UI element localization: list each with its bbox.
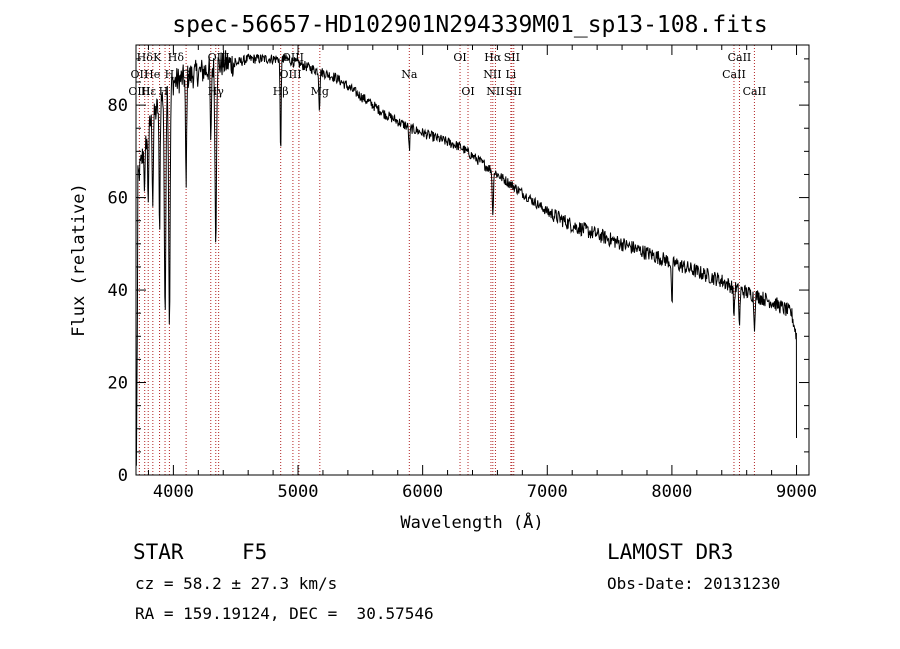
spectral-line-label: Hδ <box>137 51 154 64</box>
spectral-line-label: SII <box>506 85 522 98</box>
survey-label: LAMOST DR3 <box>607 540 734 564</box>
spectral-line-label: OII <box>131 68 149 81</box>
x-tick-label: 4000 <box>153 482 194 502</box>
subclass: F5 <box>242 540 268 564</box>
spectral-line-label: Hδ <box>168 51 185 64</box>
axis-ticks: 4000 5000 6000 7000 8000 9000 0 20 40 60 80 <box>108 45 817 502</box>
x-tick-label: 9000 <box>776 482 817 502</box>
x-tick-label: 5000 <box>278 482 319 502</box>
spectral-line-label: He <box>144 68 160 81</box>
spectral-line-label: NII <box>483 68 501 81</box>
spectral-line-label: H <box>159 85 169 98</box>
spectral-line-label: CaII <box>743 85 767 98</box>
chart-title: spec-56657-HD102901N294339M01_sp13-108.f… <box>172 12 767 38</box>
spectral-line-label: Hβ <box>273 85 289 98</box>
coordinates: RA = 159.19124, DEC = 30.57546 <box>135 604 434 623</box>
spectral-line-label: NII <box>486 85 504 98</box>
y-tick-label: 20 <box>108 374 128 394</box>
y-tick-label: 80 <box>108 96 128 116</box>
y-tick-label: 40 <box>108 281 128 301</box>
spectral-line-label: OI <box>453 51 466 64</box>
spectral-line-label: OIII <box>128 85 150 98</box>
x-axis-label: Wavelength (Å) <box>400 511 543 533</box>
spectral-line-label: OIII <box>280 68 302 81</box>
spectral-line-label: Hα <box>484 51 502 64</box>
spectral-line-label: H <box>165 68 175 81</box>
object-class: STAR <box>133 540 184 564</box>
spectral-line-label: Hε <box>141 85 157 98</box>
spectral-line-label: CaII <box>728 51 752 64</box>
redshift-velocity: cz = 58.2 ± 27.3 km/s <box>135 574 338 593</box>
x-tick-label: 6000 <box>402 482 443 502</box>
spectral-line-label: Li <box>505 68 516 81</box>
x-tick-label: 8000 <box>651 482 692 502</box>
spectral-line-label: SII <box>504 51 520 64</box>
spectral-line-label: Na <box>401 68 418 81</box>
spectral-line-label: K <box>153 51 162 64</box>
y-tick-label: 60 <box>108 189 128 209</box>
y-axis-label: Flux (relative) <box>69 183 89 337</box>
plot-frame <box>135 44 810 476</box>
spectral-line-label: CaII <box>722 68 746 81</box>
spectrum-line <box>135 50 797 466</box>
x-tick-label: 7000 <box>527 482 568 502</box>
spectral-line-label: G <box>181 68 190 81</box>
obs-date: Obs-Date: 20131230 <box>607 574 781 593</box>
spectral-line-label: OI <box>461 85 474 98</box>
y-tick-label: 0 <box>118 466 128 486</box>
